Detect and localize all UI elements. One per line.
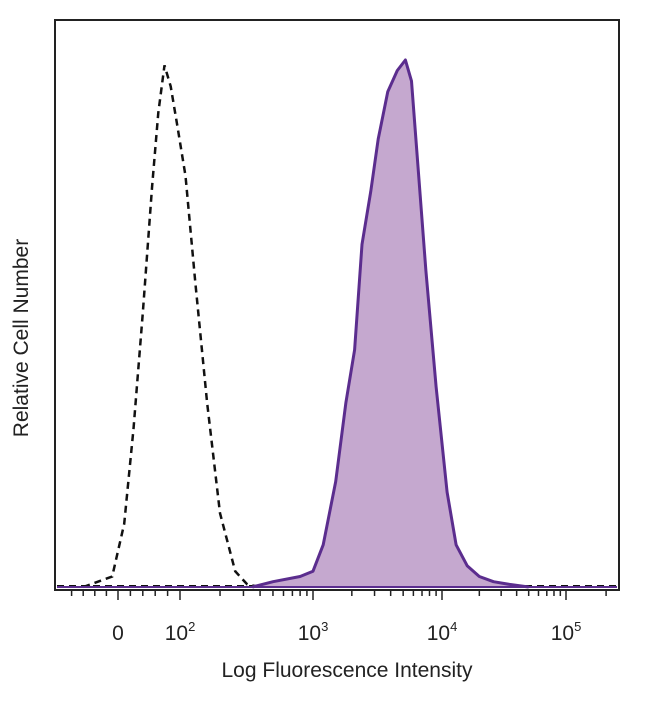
stained-histogram-line (252, 58, 529, 589)
x-tick-label: 103 (298, 619, 329, 645)
control-histogram-line (82, 64, 261, 589)
plot-frame (54, 19, 620, 591)
x-tick-label: 104 (427, 619, 458, 645)
x-axis-title: Log Fluorescence Intensity (222, 659, 473, 682)
x-tick-label: 0 (112, 622, 124, 645)
stained-histogram-fill (252, 60, 529, 587)
y-axis-title: Relative Cell Number (10, 239, 33, 437)
x-tick-label: 102 (165, 619, 196, 645)
x-tick-label: 105 (551, 619, 582, 645)
